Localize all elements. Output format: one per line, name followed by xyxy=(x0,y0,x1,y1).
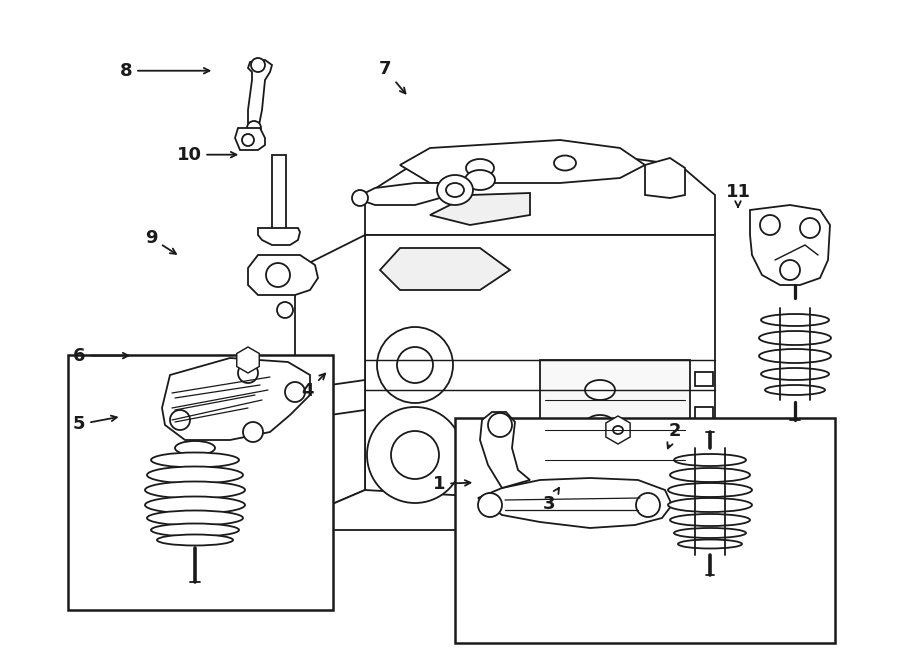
Polygon shape xyxy=(480,412,530,488)
Ellipse shape xyxy=(670,468,750,482)
Polygon shape xyxy=(162,358,310,440)
Circle shape xyxy=(277,302,293,318)
Ellipse shape xyxy=(761,368,829,380)
Circle shape xyxy=(367,407,463,503)
Circle shape xyxy=(266,263,290,287)
Ellipse shape xyxy=(145,481,245,498)
Circle shape xyxy=(478,493,502,517)
Circle shape xyxy=(169,406,187,424)
Bar xyxy=(272,155,286,230)
Text: 8: 8 xyxy=(120,61,210,80)
Text: 3: 3 xyxy=(543,488,559,513)
Polygon shape xyxy=(258,228,300,245)
Ellipse shape xyxy=(678,539,742,549)
Circle shape xyxy=(247,121,261,135)
Polygon shape xyxy=(295,235,365,520)
Polygon shape xyxy=(155,368,285,440)
Circle shape xyxy=(760,215,780,235)
Ellipse shape xyxy=(465,170,495,190)
Polygon shape xyxy=(365,150,715,235)
Polygon shape xyxy=(478,478,672,528)
Circle shape xyxy=(636,493,660,517)
Text: 7: 7 xyxy=(379,60,406,93)
Circle shape xyxy=(780,260,800,280)
Ellipse shape xyxy=(437,175,473,205)
Polygon shape xyxy=(540,360,690,490)
Ellipse shape xyxy=(554,155,576,171)
Ellipse shape xyxy=(151,453,239,467)
Ellipse shape xyxy=(151,524,239,537)
Bar xyxy=(695,407,713,421)
Ellipse shape xyxy=(670,514,750,526)
Ellipse shape xyxy=(585,380,615,400)
Circle shape xyxy=(391,431,439,479)
Polygon shape xyxy=(380,248,510,290)
Polygon shape xyxy=(248,60,272,130)
Circle shape xyxy=(243,422,263,442)
Text: 11: 11 xyxy=(725,182,751,207)
Circle shape xyxy=(239,416,257,434)
Circle shape xyxy=(239,371,257,389)
Circle shape xyxy=(800,218,820,238)
Ellipse shape xyxy=(175,441,215,455)
Ellipse shape xyxy=(613,426,623,434)
Ellipse shape xyxy=(147,467,243,483)
Bar xyxy=(695,442,713,456)
Ellipse shape xyxy=(668,483,752,497)
Ellipse shape xyxy=(237,352,259,368)
Circle shape xyxy=(285,382,305,402)
Bar xyxy=(695,372,713,386)
Text: 4: 4 xyxy=(302,373,325,401)
Circle shape xyxy=(266,386,284,404)
Ellipse shape xyxy=(759,349,831,363)
Text: 6: 6 xyxy=(73,346,129,365)
Polygon shape xyxy=(235,128,265,150)
Polygon shape xyxy=(295,490,715,530)
Ellipse shape xyxy=(243,356,253,364)
Ellipse shape xyxy=(147,510,243,525)
Ellipse shape xyxy=(668,498,752,512)
Circle shape xyxy=(170,410,190,430)
Ellipse shape xyxy=(761,314,829,326)
Polygon shape xyxy=(365,235,715,510)
Ellipse shape xyxy=(446,183,464,197)
Ellipse shape xyxy=(157,535,233,545)
Text: 5: 5 xyxy=(73,415,117,434)
Bar xyxy=(68,355,333,610)
Circle shape xyxy=(352,190,368,206)
Text: 1: 1 xyxy=(433,475,471,493)
Polygon shape xyxy=(400,140,645,183)
Polygon shape xyxy=(750,205,830,285)
Text: 2: 2 xyxy=(668,422,681,448)
Circle shape xyxy=(397,347,433,383)
Ellipse shape xyxy=(145,496,245,514)
Ellipse shape xyxy=(765,385,825,395)
Circle shape xyxy=(251,58,265,72)
Polygon shape xyxy=(430,193,530,225)
Circle shape xyxy=(377,327,453,403)
Circle shape xyxy=(242,134,254,146)
Polygon shape xyxy=(248,255,318,295)
Circle shape xyxy=(488,413,512,437)
Ellipse shape xyxy=(466,159,494,177)
Polygon shape xyxy=(295,380,365,420)
Text: 10: 10 xyxy=(176,145,237,164)
Bar xyxy=(455,418,835,643)
Polygon shape xyxy=(355,183,440,205)
Polygon shape xyxy=(645,158,685,198)
Ellipse shape xyxy=(585,450,615,470)
Ellipse shape xyxy=(674,528,746,538)
Ellipse shape xyxy=(759,331,831,345)
Circle shape xyxy=(477,437,513,473)
Circle shape xyxy=(457,417,533,493)
Circle shape xyxy=(238,363,258,383)
Text: 9: 9 xyxy=(145,229,176,254)
Ellipse shape xyxy=(585,415,615,435)
Ellipse shape xyxy=(674,454,746,466)
